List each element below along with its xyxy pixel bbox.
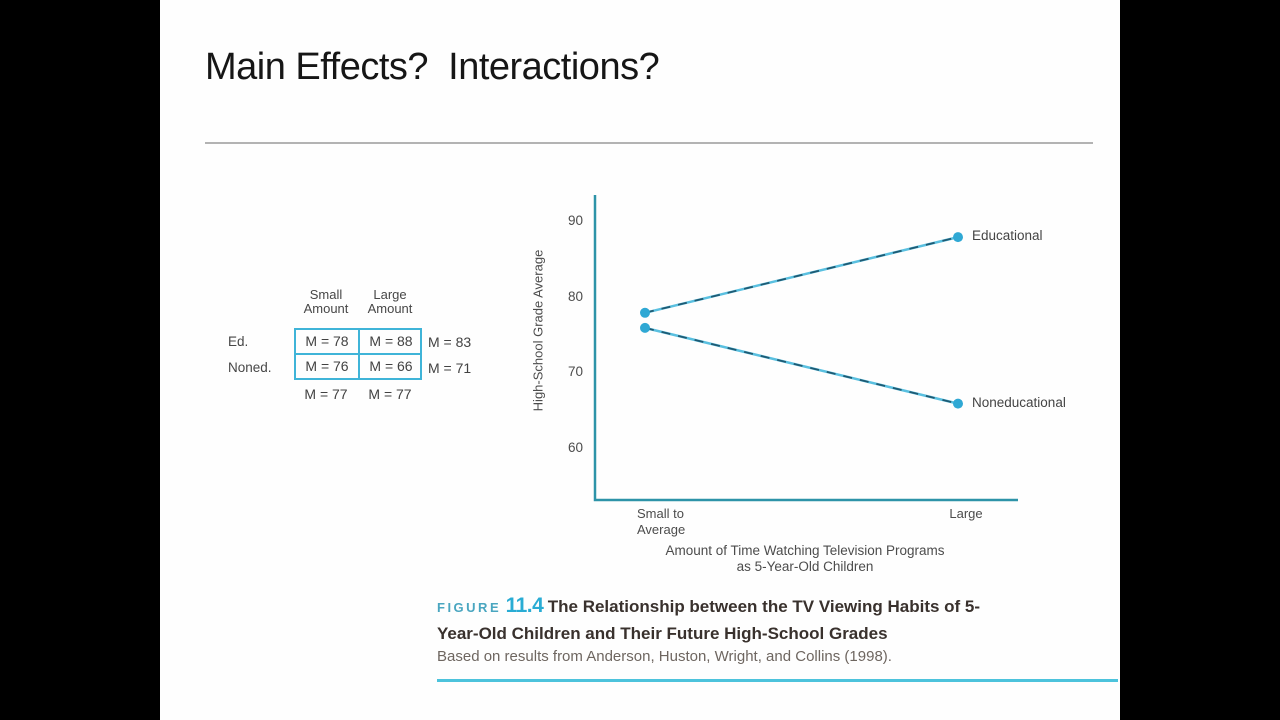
figure-number: 11.4 bbox=[505, 594, 544, 617]
row-mean-ed: M = 83 bbox=[428, 334, 472, 350]
noneducational-line-dashes bbox=[644, 327, 959, 405]
cell-noned-large: M = 66 bbox=[369, 358, 413, 374]
figure-caption: FIGURE 11.4 The Relationship between the… bbox=[437, 593, 982, 648]
ytick-90: 90 bbox=[567, 213, 583, 228]
x-axis-title-line1: Amount of Time Watching Television Progr… bbox=[665, 543, 945, 558]
ytick-60: 60 bbox=[567, 440, 583, 455]
row-mean-noned: M = 71 bbox=[428, 360, 472, 376]
caption-source: Based on results from Anderson, Huston, … bbox=[437, 648, 892, 665]
row-label-noned: Noned. bbox=[228, 360, 272, 375]
y-axis-label: High-School Grade Average bbox=[530, 249, 546, 412]
data-point-noned-small bbox=[640, 322, 650, 333]
grid-divider-horizontal bbox=[296, 353, 420, 355]
axis-lines bbox=[593, 195, 1018, 502]
page-title: Main Effects? Interactions? bbox=[205, 46, 660, 88]
col-mean-small: M = 77 bbox=[304, 386, 348, 402]
cell-noned-small: M = 76 bbox=[305, 358, 349, 374]
ytick-70: 70 bbox=[567, 364, 583, 379]
cell-ed-large: M = 88 bbox=[369, 333, 413, 349]
series-label-noneducational: Noneducational bbox=[972, 395, 1066, 410]
educational-line-dashes bbox=[644, 236, 959, 314]
col-mean-large: M = 77 bbox=[368, 386, 412, 402]
caption-text: The Relationship between the TV Viewing … bbox=[437, 597, 981, 643]
x-axis-title: Amount of Time Watching Television Progr… bbox=[605, 543, 1005, 575]
cell-ed-small: M = 78 bbox=[305, 333, 349, 349]
row-label-ed: Ed. bbox=[228, 334, 249, 349]
data-point-ed-small bbox=[640, 307, 650, 318]
figure-label: FIGURE bbox=[437, 600, 502, 615]
title-divider bbox=[205, 142, 1093, 144]
data-point-noned-large bbox=[953, 398, 963, 409]
xtick-small-to-average: Small to Average bbox=[637, 506, 685, 538]
interaction-line-chart bbox=[593, 195, 1018, 502]
xtick-large: Large bbox=[949, 506, 983, 521]
data-point-ed-large bbox=[953, 232, 963, 243]
col-header-large: Large Amount bbox=[367, 287, 413, 316]
xtick-line1: Small to bbox=[637, 506, 684, 521]
series-label-educational: Educational bbox=[972, 228, 1043, 243]
col-header-small: Small Amount bbox=[303, 287, 349, 316]
ytick-80: 80 bbox=[567, 289, 583, 304]
slide-canvas: Main Effects? Interactions? Small Amount… bbox=[160, 0, 1120, 720]
xtick-line2: Average bbox=[637, 522, 686, 537]
cell-grid: M = 78 M = 88 M = 76 M = 66 bbox=[294, 328, 422, 380]
caption-bottom-rule bbox=[437, 679, 1118, 682]
x-axis-title-line2: as 5-Year-Old Children bbox=[736, 559, 874, 574]
